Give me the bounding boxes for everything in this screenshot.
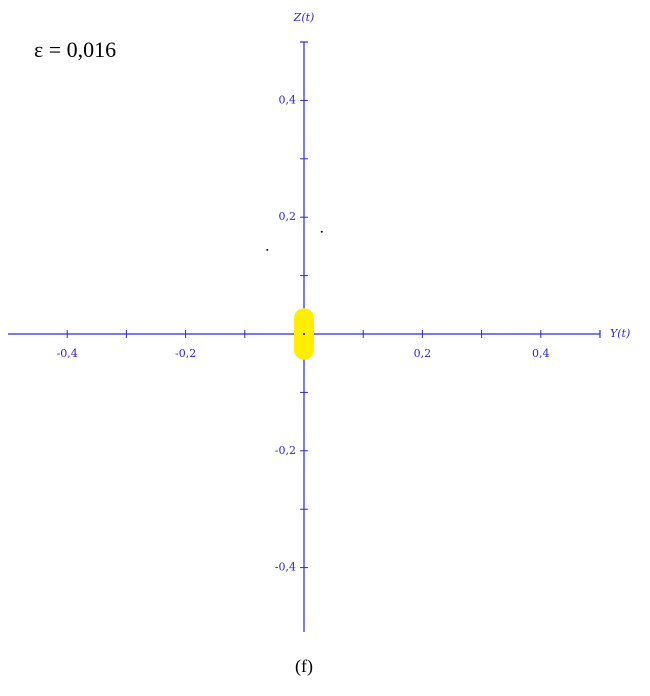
point: [303, 333, 305, 335]
x-tick-label: 0,2: [414, 347, 432, 360]
x-tick-label: -0,4: [57, 347, 78, 360]
point: [320, 230, 323, 233]
y-tick-label: 0,4: [279, 93, 297, 106]
y-tick-label: -0,2: [275, 444, 296, 457]
annotation: ε = 0,016: [34, 37, 116, 62]
x-tick-label: 0,4: [532, 347, 550, 360]
x-axis-label: Y(t): [610, 327, 630, 340]
y-tick-label: 0,2: [279, 210, 297, 223]
x-tick-label: -0,2: [175, 347, 196, 360]
y-axis-label: Z(t): [293, 11, 315, 24]
point: [266, 248, 269, 251]
y-tick-label: -0,4: [275, 561, 296, 574]
caption: (f): [295, 656, 313, 677]
